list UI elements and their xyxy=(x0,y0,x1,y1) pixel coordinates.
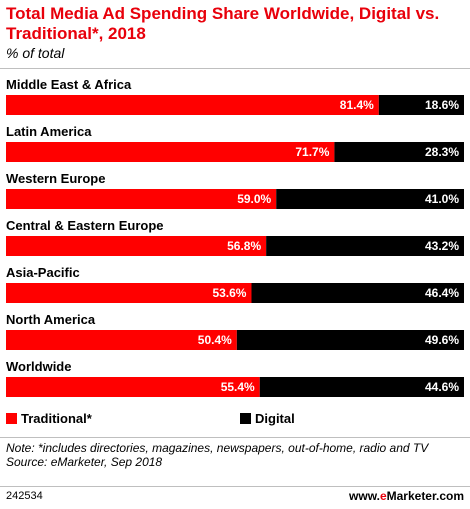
category-label-latin-america: Latin America xyxy=(6,124,92,139)
bar-traditional-asia-pacific xyxy=(6,283,252,303)
bar-traditional-north-america xyxy=(6,330,237,350)
value-label-traditional-western-europe: 59.0% xyxy=(237,192,271,206)
footer-divider xyxy=(0,437,470,438)
bar-traditional-worldwide xyxy=(6,377,260,397)
brand-prefix: www. xyxy=(349,489,380,503)
bar-digital-worldwide xyxy=(259,377,464,397)
value-label-traditional-north-america: 50.4% xyxy=(198,333,232,347)
chart-id: 242534 xyxy=(6,490,43,502)
value-label-digital-middle-east-africa: 18.6% xyxy=(425,98,459,112)
legend-swatch-digital xyxy=(240,413,251,424)
value-label-digital-north-america: 49.6% xyxy=(425,333,459,347)
value-label-digital-central-eastern-europe: 43.2% xyxy=(425,239,459,253)
value-label-digital-latin-america: 28.3% xyxy=(425,145,459,159)
category-label-worldwide: Worldwide xyxy=(6,359,71,374)
value-label-traditional-central-eastern-europe: 56.8% xyxy=(227,239,261,253)
source-text: Source: eMarketer, Sep 2018 xyxy=(6,455,163,469)
legend-label-traditional: Traditional* xyxy=(21,411,92,426)
bar-digital-north-america xyxy=(236,330,464,350)
legend-swatch-traditional xyxy=(6,413,17,424)
bar-traditional-central-eastern-europe xyxy=(6,236,267,256)
legend-label-digital: Digital xyxy=(255,411,295,426)
category-label-western-europe: Western Europe xyxy=(6,171,105,186)
header-divider xyxy=(0,68,470,69)
brand-suffix: Marketer.com xyxy=(386,489,464,503)
bar-digital-asia-pacific xyxy=(251,283,464,303)
bar-digital-middle-east-africa xyxy=(378,95,464,115)
bar-traditional-latin-america xyxy=(6,142,335,162)
chart-title: Total Media Ad Spending Share Worldwide,… xyxy=(6,4,440,43)
value-label-traditional-asia-pacific: 53.6% xyxy=(212,286,246,300)
brand-logo[interactable]: www.eMarketer.com xyxy=(349,489,464,503)
category-label-central-eastern-europe: Central & Eastern Europe xyxy=(6,218,164,233)
category-label-middle-east-africa: Middle East & Africa xyxy=(6,77,132,92)
legend: Traditional* Digital xyxy=(6,411,426,429)
value-label-traditional-latin-america: 71.7% xyxy=(295,145,329,159)
legend-item-traditional: Traditional* xyxy=(6,411,92,426)
chart-subtitle: % of total xyxy=(6,45,65,61)
bar-digital-latin-america xyxy=(334,142,464,162)
bottom-divider xyxy=(0,486,470,487)
value-label-traditional-worldwide: 55.4% xyxy=(221,380,255,394)
value-label-digital-worldwide: 44.6% xyxy=(425,380,459,394)
legend-item-digital: Digital xyxy=(240,411,295,426)
category-label-asia-pacific: Asia-Pacific xyxy=(6,265,80,280)
value-label-digital-western-europe: 41.0% xyxy=(425,192,459,206)
value-label-digital-asia-pacific: 46.4% xyxy=(425,286,459,300)
bar-digital-central-eastern-europe xyxy=(266,236,464,256)
bar-digital-western-europe xyxy=(276,189,464,209)
bar-traditional-western-europe xyxy=(6,189,277,209)
category-label-north-america: North America xyxy=(6,312,96,327)
footer-notes: Note: *includes directories, magazines, … xyxy=(6,441,464,469)
brand-e: e xyxy=(379,489,387,503)
note-text: Note: *includes directories, magazines, … xyxy=(6,441,429,455)
bar-traditional-middle-east-africa xyxy=(6,95,379,115)
stacked-bar-chart: Middle East & Africa 81.4% 18.6% Latin Amer… xyxy=(6,77,464,397)
value-label-traditional-middle-east-africa: 81.4% xyxy=(340,98,374,112)
